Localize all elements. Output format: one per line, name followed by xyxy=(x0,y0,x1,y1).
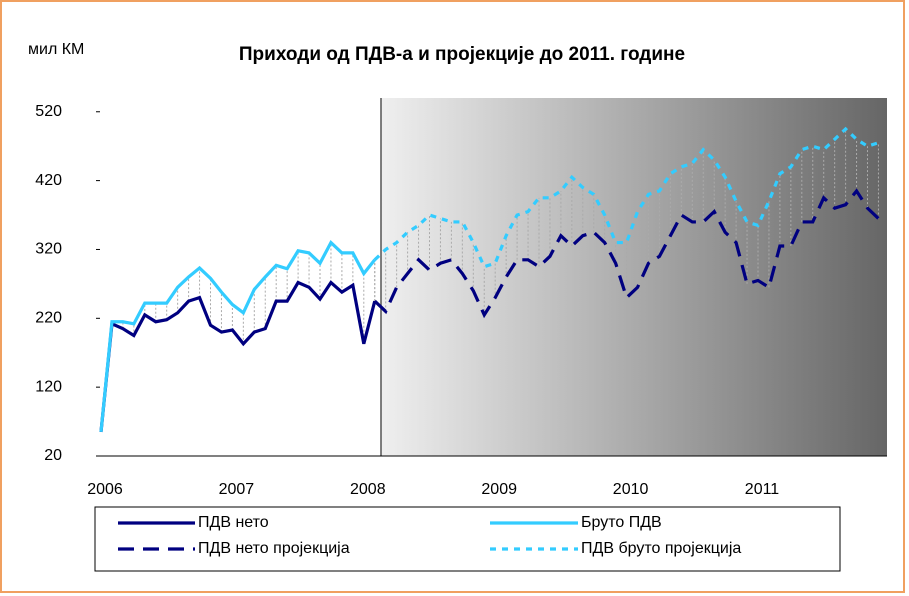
legend-label: ПДВ нето xyxy=(198,514,269,531)
legend xyxy=(94,506,841,572)
projection-area xyxy=(381,98,887,456)
y-label: мил КМ xyxy=(28,41,84,58)
y-tick-label: 320 xyxy=(35,241,62,258)
series-line xyxy=(99,239,377,433)
y-tick-label: 420 xyxy=(35,172,62,189)
legend-label: Бруто ПДВ xyxy=(581,514,662,531)
x-tick-label: 2010 xyxy=(613,481,649,498)
y-tick-label: 20 xyxy=(44,447,62,464)
series-line xyxy=(99,280,377,433)
y-tick-label: 220 xyxy=(35,310,62,327)
series-line xyxy=(373,188,880,319)
x-tick-label: 2011 xyxy=(745,481,780,498)
series-line xyxy=(373,126,879,269)
x-tick-label: 2008 xyxy=(350,481,386,498)
y-tick-label: 120 xyxy=(35,378,62,395)
legend-label: ПДВ нето пројекција xyxy=(198,540,350,557)
y-tick-label: 520 xyxy=(35,103,62,120)
legend-label: ПДВ бруто пројекција xyxy=(581,540,741,557)
x-tick-label: 2006 xyxy=(87,481,123,498)
chart-title: Приходи од ПДВ-а и пројекције до 2011. г… xyxy=(239,44,685,65)
x-tick-label: 2007 xyxy=(219,481,255,498)
x-tick-label: 2009 xyxy=(481,481,517,498)
